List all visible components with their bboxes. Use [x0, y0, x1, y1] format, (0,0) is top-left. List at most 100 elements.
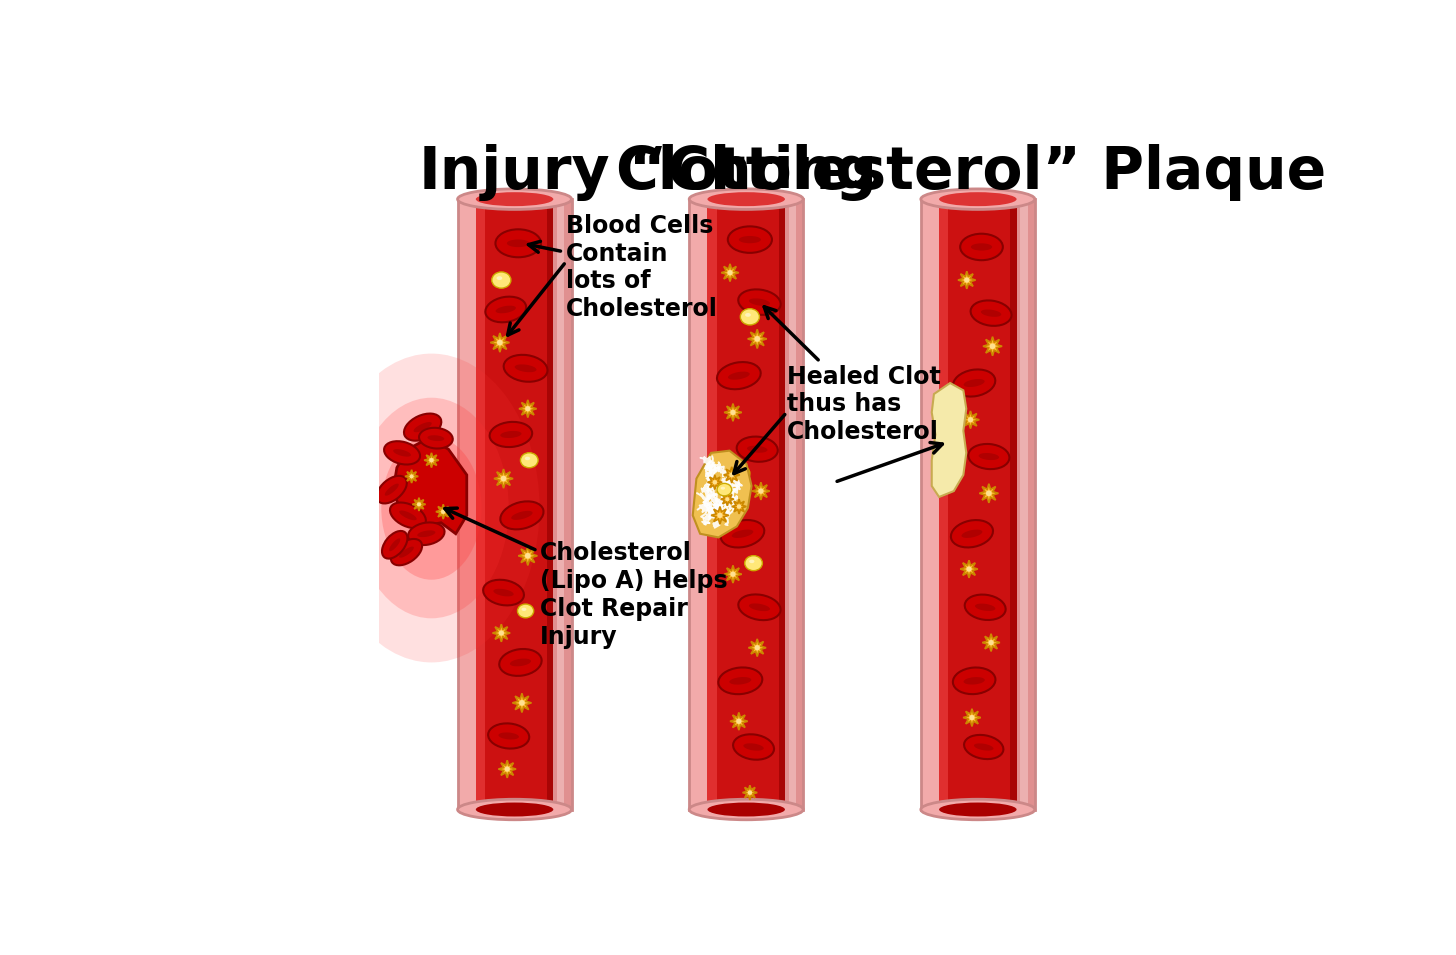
- Ellipse shape: [520, 453, 539, 468]
- Ellipse shape: [476, 192, 553, 206]
- Ellipse shape: [737, 718, 741, 724]
- Ellipse shape: [976, 604, 996, 611]
- Polygon shape: [983, 634, 1000, 651]
- Polygon shape: [753, 482, 770, 499]
- Ellipse shape: [732, 734, 775, 760]
- Ellipse shape: [728, 226, 772, 253]
- Ellipse shape: [954, 370, 996, 396]
- Ellipse shape: [408, 522, 444, 545]
- Ellipse shape: [732, 529, 753, 538]
- Polygon shape: [491, 333, 510, 352]
- Ellipse shape: [961, 530, 983, 538]
- Ellipse shape: [920, 189, 1035, 209]
- Ellipse shape: [716, 483, 732, 496]
- Text: Healed Clot
thus has
Cholesterol: Healed Clot thus has Cholesterol: [764, 307, 941, 444]
- Bar: [939, 200, 948, 810]
- Ellipse shape: [526, 406, 530, 412]
- Ellipse shape: [517, 605, 534, 618]
- Polygon shape: [724, 467, 740, 483]
- Polygon shape: [724, 565, 741, 583]
- Ellipse shape: [499, 649, 542, 676]
- Ellipse shape: [521, 607, 527, 611]
- Polygon shape: [513, 693, 531, 712]
- Polygon shape: [498, 760, 515, 778]
- Ellipse shape: [441, 509, 446, 514]
- Polygon shape: [708, 475, 722, 490]
- Ellipse shape: [716, 362, 760, 390]
- Ellipse shape: [759, 488, 763, 494]
- Ellipse shape: [708, 802, 785, 817]
- Ellipse shape: [498, 732, 518, 739]
- Ellipse shape: [740, 308, 760, 325]
- Ellipse shape: [978, 453, 999, 460]
- Ellipse shape: [430, 458, 434, 462]
- Polygon shape: [412, 498, 425, 511]
- Ellipse shape: [689, 799, 804, 819]
- Ellipse shape: [939, 802, 1016, 817]
- Ellipse shape: [499, 630, 504, 636]
- Ellipse shape: [728, 371, 750, 380]
- Ellipse shape: [974, 743, 993, 751]
- Polygon shape: [492, 625, 510, 642]
- Polygon shape: [435, 504, 450, 519]
- Ellipse shape: [737, 436, 778, 462]
- Ellipse shape: [965, 595, 1006, 620]
- Polygon shape: [983, 337, 1002, 356]
- Bar: [1010, 200, 1016, 810]
- Ellipse shape: [971, 244, 992, 250]
- Polygon shape: [960, 561, 978, 578]
- Ellipse shape: [748, 791, 753, 795]
- Ellipse shape: [952, 668, 996, 694]
- Polygon shape: [518, 400, 537, 417]
- Ellipse shape: [511, 511, 533, 520]
- Ellipse shape: [968, 417, 973, 422]
- Polygon shape: [958, 271, 976, 288]
- Bar: [708, 200, 785, 810]
- Ellipse shape: [981, 309, 1002, 317]
- Ellipse shape: [990, 344, 996, 350]
- Bar: [558, 200, 565, 810]
- Ellipse shape: [409, 475, 414, 478]
- Ellipse shape: [505, 767, 510, 772]
- Ellipse shape: [964, 677, 984, 685]
- Bar: [476, 200, 553, 810]
- Polygon shape: [729, 712, 748, 730]
- Polygon shape: [732, 499, 747, 514]
- Ellipse shape: [501, 501, 543, 529]
- Ellipse shape: [390, 539, 422, 565]
- Ellipse shape: [745, 313, 751, 317]
- Ellipse shape: [414, 422, 432, 433]
- Polygon shape: [748, 329, 767, 349]
- Ellipse shape: [526, 553, 530, 559]
- Ellipse shape: [964, 735, 1003, 759]
- Bar: [1021, 200, 1028, 810]
- Ellipse shape: [708, 192, 785, 206]
- Ellipse shape: [494, 588, 514, 597]
- Ellipse shape: [747, 446, 767, 453]
- Polygon shape: [721, 264, 738, 282]
- Ellipse shape: [518, 700, 524, 706]
- Ellipse shape: [514, 365, 536, 372]
- Ellipse shape: [729, 677, 751, 685]
- Ellipse shape: [718, 668, 763, 694]
- Ellipse shape: [920, 799, 1035, 819]
- Ellipse shape: [738, 236, 761, 244]
- Polygon shape: [980, 484, 999, 503]
- Text: Clotting: Clotting: [616, 144, 877, 201]
- Ellipse shape: [496, 340, 502, 346]
- Ellipse shape: [735, 470, 741, 474]
- Ellipse shape: [689, 189, 804, 209]
- Ellipse shape: [986, 491, 992, 497]
- Ellipse shape: [507, 240, 530, 247]
- Polygon shape: [518, 546, 537, 565]
- Ellipse shape: [744, 556, 763, 571]
- Ellipse shape: [731, 571, 735, 577]
- Ellipse shape: [384, 441, 419, 464]
- Ellipse shape: [389, 539, 400, 551]
- Polygon shape: [724, 404, 741, 421]
- Ellipse shape: [488, 723, 529, 749]
- Ellipse shape: [489, 422, 531, 447]
- Polygon shape: [494, 469, 513, 488]
- Ellipse shape: [970, 715, 974, 720]
- Ellipse shape: [737, 504, 741, 509]
